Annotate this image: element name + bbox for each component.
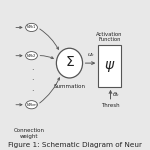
- Text: $\theta_k$: $\theta_k$: [112, 90, 121, 99]
- Text: Activation
Function: Activation Function: [96, 32, 123, 42]
- Ellipse shape: [26, 23, 37, 32]
- Circle shape: [56, 48, 82, 78]
- Text: Figure 1: Schematic Diagram of Neur: Figure 1: Schematic Diagram of Neur: [8, 142, 142, 148]
- Ellipse shape: [26, 101, 37, 109]
- FancyBboxPatch shape: [98, 45, 120, 87]
- Text: $\psi$: $\psi$: [104, 59, 115, 74]
- Text: Thresh: Thresh: [101, 103, 120, 108]
- Text: Summation: Summation: [53, 84, 86, 89]
- Text: .
.
.: . . .: [31, 63, 33, 93]
- Text: $\Sigma$: $\Sigma$: [64, 55, 74, 69]
- Text: $w_{k2}$: $w_{k2}$: [26, 52, 37, 60]
- Text: $w_{k1}$: $w_{k1}$: [26, 24, 37, 31]
- Text: Connection
weight: Connection weight: [13, 129, 44, 139]
- Text: $w_{km}$: $w_{km}$: [26, 101, 38, 109]
- Ellipse shape: [26, 52, 37, 60]
- Text: $u_k$: $u_k$: [87, 51, 96, 59]
